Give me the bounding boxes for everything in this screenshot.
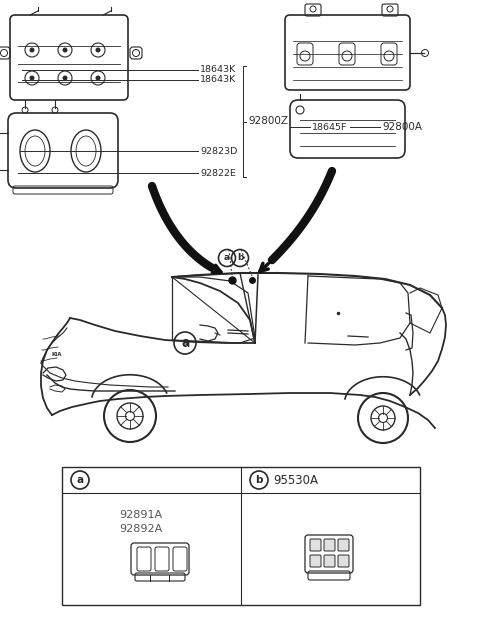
- Text: 18645F: 18645F: [312, 123, 348, 132]
- Text: b: b: [255, 475, 263, 485]
- Text: b: b: [237, 253, 243, 263]
- FancyBboxPatch shape: [310, 555, 321, 567]
- Text: 18643K: 18643K: [200, 65, 236, 75]
- Text: a: a: [76, 475, 84, 485]
- Circle shape: [29, 47, 35, 53]
- FancyBboxPatch shape: [324, 539, 335, 551]
- Circle shape: [62, 75, 68, 80]
- Circle shape: [96, 75, 100, 80]
- Bar: [62, 467, 420, 605]
- Circle shape: [96, 47, 100, 53]
- Text: KIA: KIA: [52, 353, 62, 358]
- Circle shape: [29, 75, 35, 80]
- Text: 95530A: 95530A: [273, 473, 318, 487]
- Text: 18643K: 18643K: [200, 75, 236, 84]
- Text: 92800A: 92800A: [382, 122, 422, 132]
- FancyBboxPatch shape: [338, 539, 349, 551]
- Circle shape: [62, 47, 68, 53]
- Text: 92891A: 92891A: [120, 510, 163, 520]
- FancyBboxPatch shape: [310, 539, 321, 551]
- Text: a: a: [180, 336, 189, 350]
- Text: 92892A: 92892A: [120, 524, 163, 534]
- Text: a: a: [181, 338, 189, 348]
- Text: 92823D: 92823D: [200, 146, 238, 156]
- Text: a: a: [224, 253, 230, 263]
- Text: 92822E: 92822E: [200, 168, 236, 177]
- FancyBboxPatch shape: [324, 555, 335, 567]
- FancyBboxPatch shape: [338, 555, 349, 567]
- Text: 92800Z: 92800Z: [248, 116, 288, 127]
